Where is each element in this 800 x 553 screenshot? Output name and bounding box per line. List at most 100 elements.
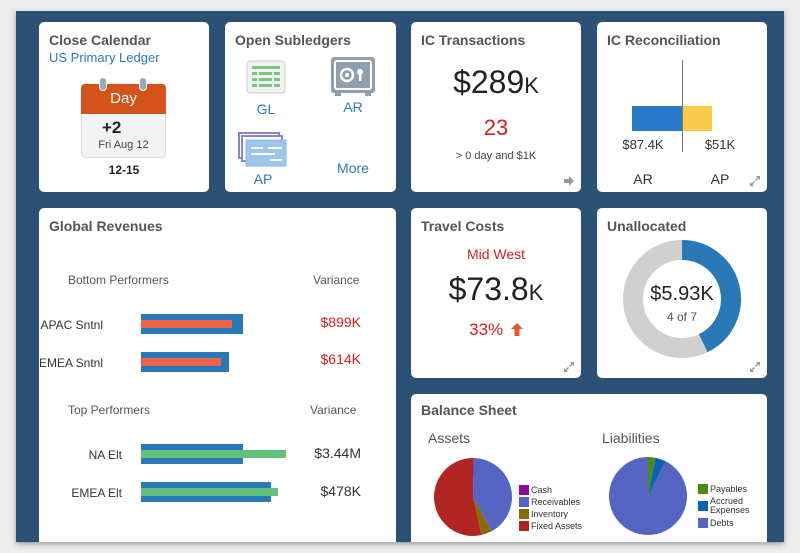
ledger-grid-icon — [246, 60, 286, 94]
pie-slice-fixed-assets[interactable] — [434, 458, 482, 536]
pie-slice-inventory[interactable] — [473, 497, 492, 536]
donut-chart — [623, 240, 741, 358]
assets-legend: Cash Receivables Inventory Fixed Assets — [519, 485, 582, 533]
legend-label: Fixed Assets — [531, 520, 583, 531]
subledger-label: GL — [256, 101, 276, 117]
legend-label: Accrued Expenses — [710, 496, 750, 515]
card-title: Balance Sheet — [421, 402, 517, 418]
travel-costs-card[interactable]: Travel Costs Mid West $73.8K 33% — [411, 208, 581, 378]
expand-icon[interactable] — [563, 361, 575, 373]
subledger-label: AP — [253, 171, 273, 187]
legend-item: Fixed Assets — [519, 521, 582, 531]
expand-icon[interactable] — [749, 175, 761, 187]
ic-transactions-card[interactable]: IC Transactions $289K 23 > 0 day and $1K — [411, 22, 581, 192]
calendar-day-label: Day — [81, 84, 166, 114]
amount-unit: K — [528, 280, 544, 305]
card-title: Close Calendar — [49, 32, 151, 48]
day-offset: +2 — [102, 118, 122, 137]
bottom-performers-header: Bottom Performers — [68, 273, 169, 287]
amount-unit: K — [524, 73, 539, 98]
unallocated-amount: $5.93K — [650, 283, 714, 305]
calendar-body: +2 Fri Aug 12 — [81, 114, 166, 158]
card-title: Open Subledgers — [235, 32, 351, 48]
pie-slice-receivables[interactable] — [473, 458, 512, 532]
subledger-label: AR — [343, 99, 363, 115]
legend-label: Payables — [710, 483, 748, 494]
ic-amount: $289K — [411, 64, 581, 101]
legend-item: Payables — [698, 484, 760, 494]
dashboard: Close Calendar US Primary Ledger Day +2 … — [16, 11, 784, 542]
variance-value: $614K — [320, 351, 361, 367]
subledger-label: More — [337, 160, 369, 176]
card-title: Travel Costs — [421, 218, 505, 234]
amount-value: $289 — [453, 64, 525, 100]
pie-slice-cash[interactable] — [473, 458, 474, 497]
unallocated-card[interactable]: Unallocated $5.93K 4 of 7 — [597, 208, 767, 378]
arrow-right-icon[interactable] — [563, 175, 575, 187]
subledger-ap[interactable]: AP — [238, 132, 288, 187]
calendar-ring-icon — [139, 77, 147, 91]
performer-name: NA Elt — [88, 448, 122, 462]
legend-swatch — [519, 509, 529, 519]
card-title: Global Revenues — [49, 218, 163, 234]
ap-value: $51K — [704, 137, 736, 152]
calendar-icon[interactable]: Day +2 Fri Aug 12 — [81, 77, 166, 158]
expand-icon[interactable] — [749, 361, 761, 373]
legend-swatch — [519, 521, 529, 531]
card-title: Unallocated — [607, 218, 687, 234]
subledger-more[interactable]: More — [333, 160, 373, 176]
unallocated-count: 4 of 7 — [666, 310, 698, 324]
change-value: 33% — [469, 320, 504, 339]
card-title: IC Reconciliation — [607, 32, 721, 48]
liabilities-title: Liabilities — [602, 430, 660, 446]
legend-swatch — [698, 518, 708, 528]
legend-swatch — [519, 497, 529, 507]
balance-sheet-card: Balance Sheet Assets Cash Receivables In… — [411, 394, 767, 542]
legend-label: Cash — [531, 484, 553, 495]
pie-slice-accrued-expenses[interactable] — [648, 457, 666, 496]
legend-label: Inventory — [531, 508, 569, 519]
variance-value: $478K — [320, 483, 361, 499]
variance-value: $3.44M — [314, 445, 361, 461]
actual-bar — [141, 488, 278, 496]
period-range: 12-15 — [108, 163, 140, 177]
travel-amount: $73.8K — [411, 271, 581, 308]
subledger-ar[interactable]: AR — [329, 56, 377, 115]
ic-reconciliation-card[interactable]: IC Reconciliation $87.4K $51K AR AP — [597, 22, 767, 192]
subledger-gl[interactable]: GL — [243, 60, 289, 117]
actual-bar — [141, 450, 286, 458]
donut-filled-arc — [681, 240, 741, 353]
legend-item: Inventory — [519, 509, 582, 519]
variance-value: $899K — [320, 314, 361, 330]
actual-bar — [141, 358, 221, 366]
actual-bar — [141, 320, 232, 328]
ledger-link[interactable]: US Primary Ledger — [49, 50, 160, 65]
assets-pie-chart — [434, 458, 512, 536]
performer-name: APAC Sntnl — [40, 318, 103, 332]
arrow-up-icon — [510, 323, 523, 336]
pie-slice-payables[interactable] — [648, 457, 656, 496]
close-calendar-card[interactable]: Close Calendar US Primary Ledger Day +2 … — [39, 22, 209, 192]
ar-bar — [632, 106, 682, 131]
region-label: Mid West — [466, 246, 526, 262]
legend-item: Receivables — [519, 497, 582, 507]
legend-swatch — [698, 501, 708, 511]
ic-criteria: > 0 day and $1K — [455, 150, 537, 162]
change-indicator: 33% — [411, 320, 581, 340]
global-revenues-card: Global Revenues Bottom Performers Varian… — [39, 208, 396, 542]
performer-name: EMEA Sntnl — [39, 356, 103, 370]
open-subledgers-card: Open Subledgers GL AR — [225, 22, 396, 192]
card-title: IC Transactions — [421, 32, 526, 48]
pie-slice-debts[interactable] — [609, 457, 687, 535]
amount-value: $73.8 — [448, 271, 529, 307]
ap-bar — [683, 106, 713, 131]
legend-item: Accrued Expenses — [698, 497, 760, 515]
legend-swatch — [698, 484, 708, 494]
ar-label: AR — [633, 171, 653, 187]
liabilities-legend: Payables Accrued Expenses Debts — [698, 484, 760, 530]
variance-header: Variance — [313, 273, 360, 287]
stacked-checks-icon — [238, 132, 287, 167]
ap-label: AP — [710, 171, 730, 187]
calendar-ring-icon — [99, 77, 107, 91]
legend-label: Debts — [710, 517, 734, 528]
